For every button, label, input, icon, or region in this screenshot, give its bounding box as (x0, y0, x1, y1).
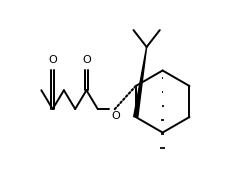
Text: O: O (48, 55, 57, 65)
Polygon shape (134, 47, 146, 117)
Text: O: O (82, 55, 91, 65)
Text: O: O (111, 111, 120, 121)
